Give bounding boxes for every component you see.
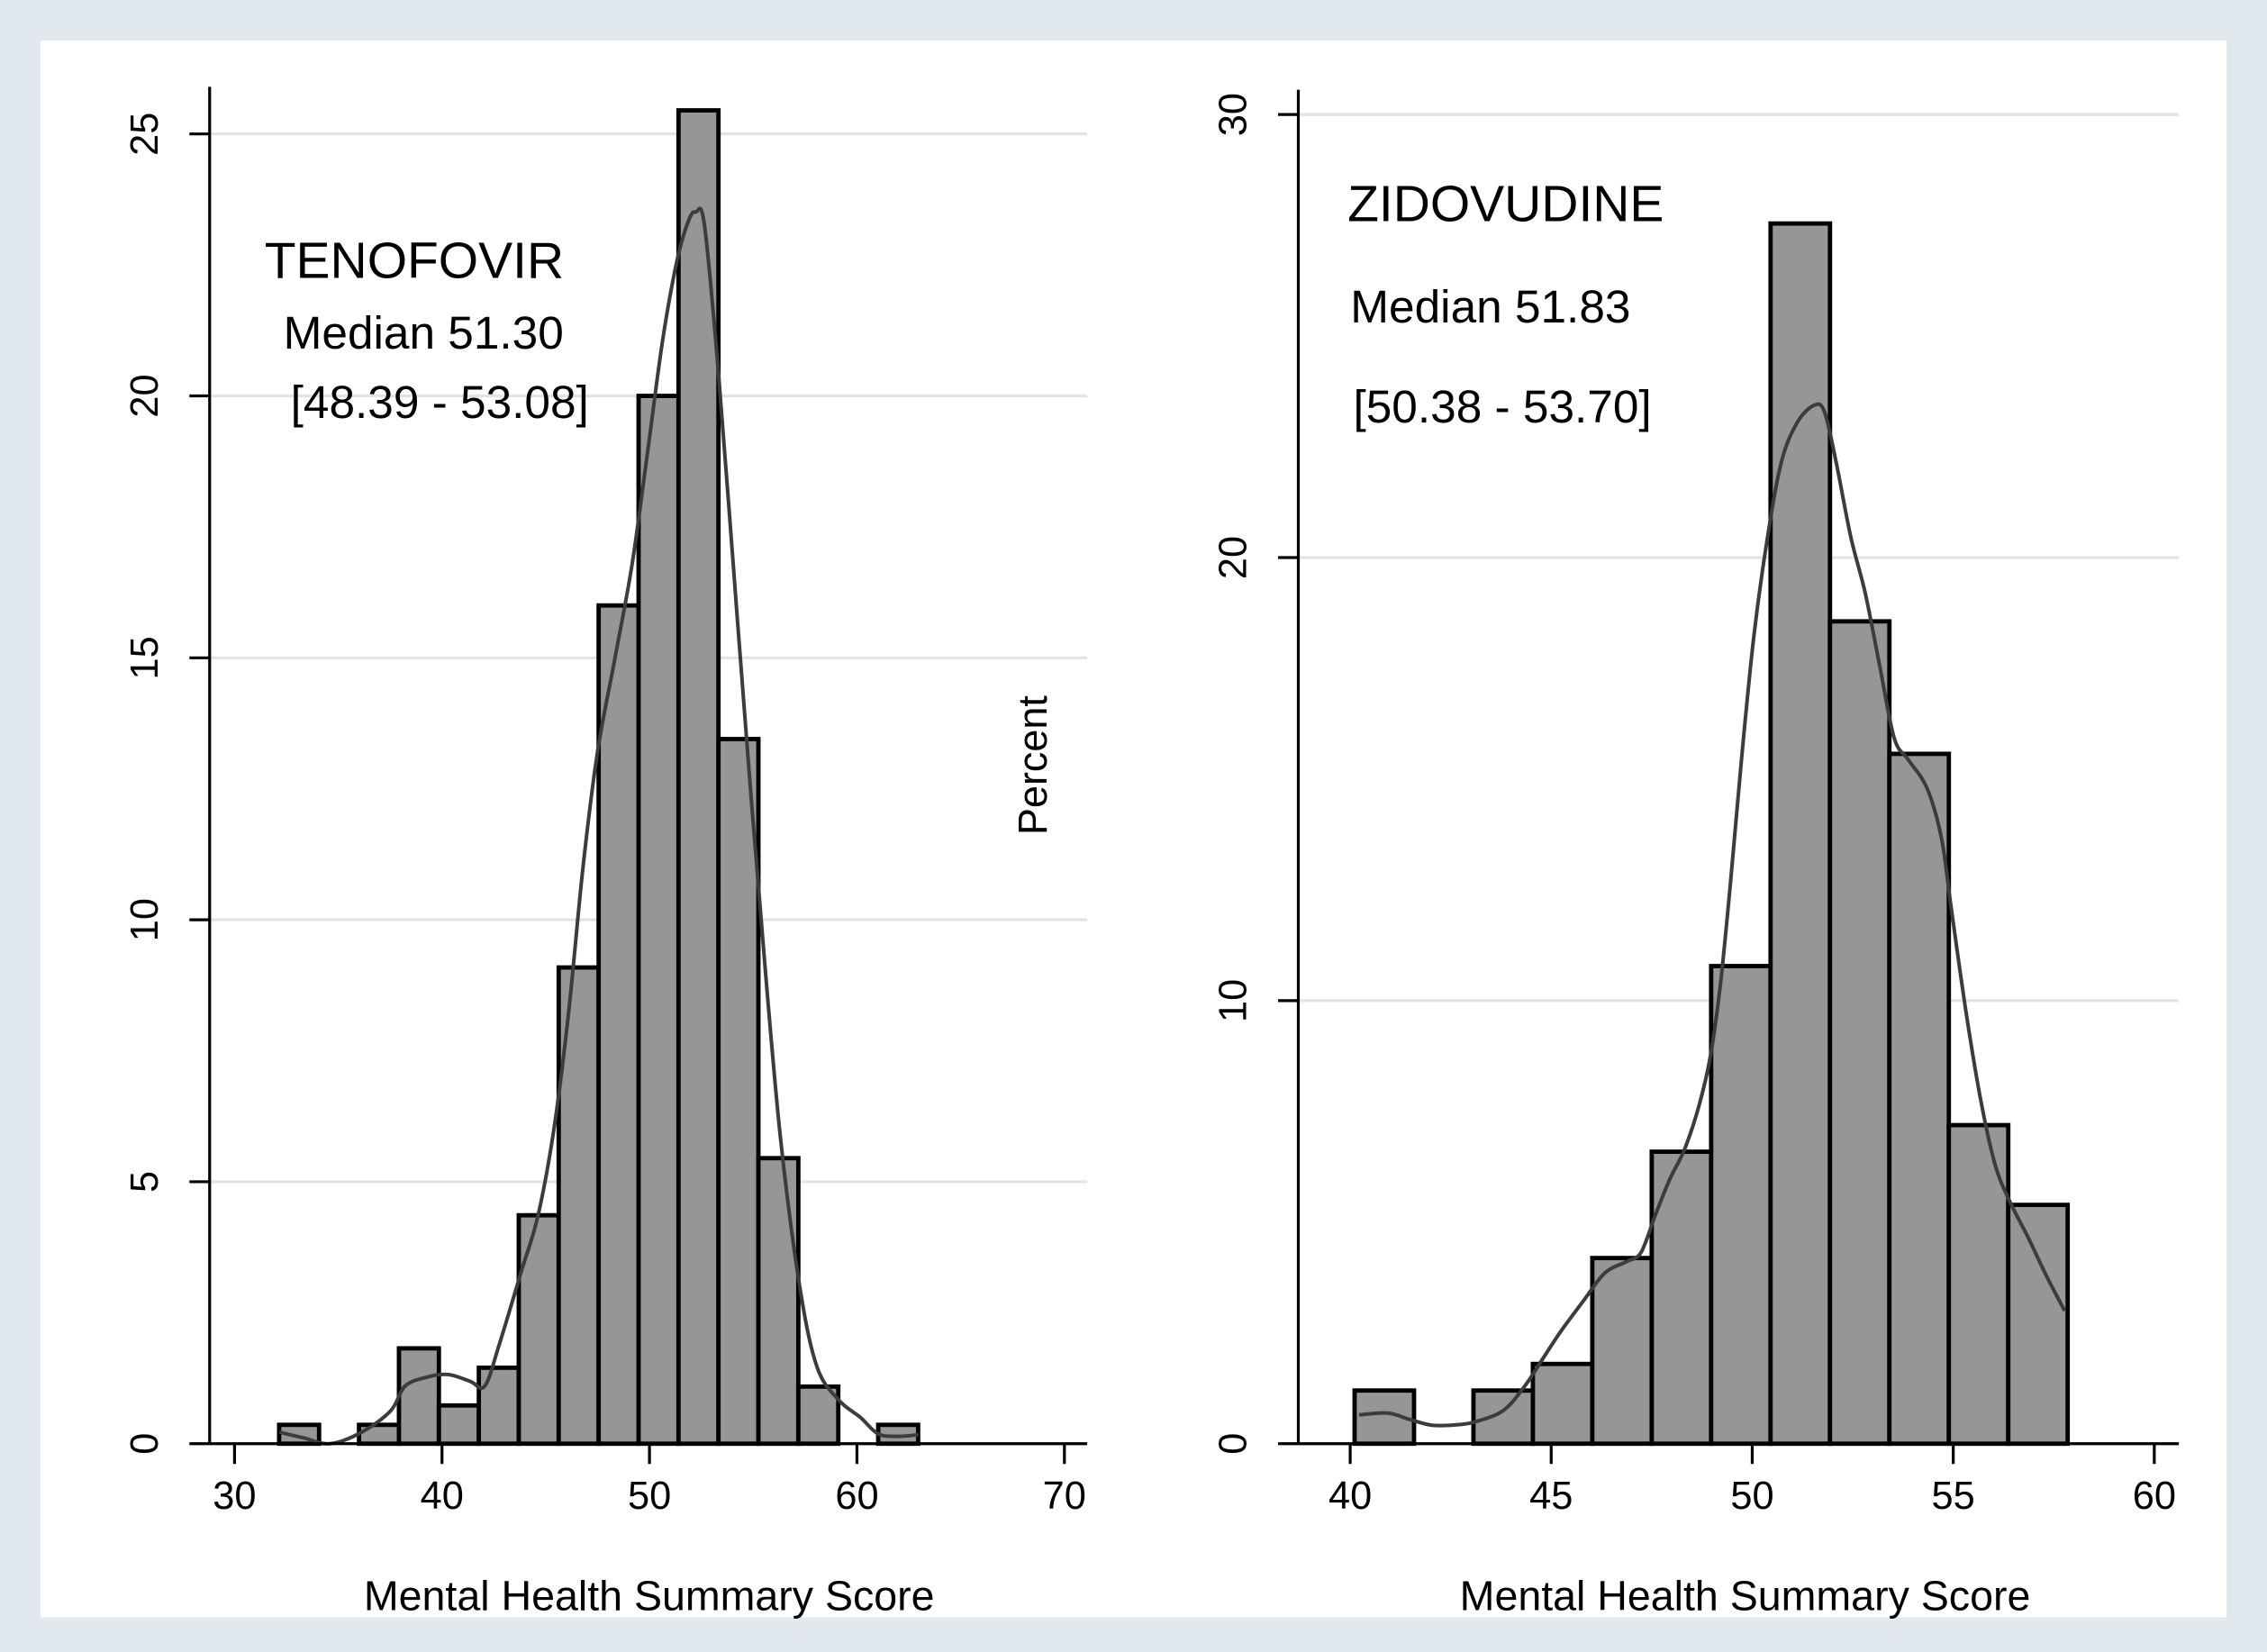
tenofovir-plot: 0 5 10 15 20 25 30 40 50 60 70 bbox=[123, 86, 1088, 1518]
tenofovir-bar-9 bbox=[596, 603, 641, 1447]
tenofovir-bar-7 bbox=[516, 1212, 561, 1447]
zidovudine-x-axis-title: Mental Health Summary Score bbox=[1460, 1572, 2031, 1619]
zidovudine-iqr-annotation: [50.38 - 53.70] bbox=[1353, 380, 1651, 432]
zidovudine-title: ZIDOVUDINE bbox=[1347, 176, 1664, 233]
zidovudine-plot: 0 10 20 30 40 45 50 55 60 bbox=[1212, 89, 2180, 1518]
zidovudine-bar-9 bbox=[1827, 619, 1892, 1447]
tenofovir-x-tick-label: 30 bbox=[213, 1475, 256, 1518]
zidovudine-bar-7 bbox=[1709, 964, 1773, 1447]
tenofovir-bar-4 bbox=[396, 1346, 441, 1447]
tenofovir-y-tick-label: 15 bbox=[123, 636, 167, 679]
zidovudine-y-tick-label: 10 bbox=[1212, 979, 1256, 1022]
zidovudine-bar-4 bbox=[1530, 1361, 1595, 1447]
zidovudine-bar-5 bbox=[1590, 1256, 1655, 1447]
zidovudine-panel: 0 10 20 30 40 45 50 55 60 ZIDOVUDINE Median 51.8… bbox=[1212, 89, 2180, 1619]
tenofovir-y-tick-label: 25 bbox=[123, 113, 167, 156]
zidovudine-x-tick-label: 55 bbox=[1932, 1475, 1975, 1518]
tenofovir-bar-3 bbox=[357, 1422, 402, 1447]
tenofovir-bar-12 bbox=[716, 737, 761, 1447]
zidovudine-x-tick-label: 45 bbox=[1529, 1475, 1573, 1518]
tenofovir-x-tick-label: 50 bbox=[628, 1475, 671, 1518]
zidovudine-median-annotation: Median 51.83 bbox=[1350, 280, 1630, 332]
zidovudine-bar-3 bbox=[1471, 1388, 1536, 1447]
zidovudine-y-tick-label: 0 bbox=[1212, 1433, 1256, 1455]
tenofovir-iqr-annotation: [48.39 - 53.08] bbox=[291, 376, 589, 428]
zidovudine-bar-12 bbox=[2006, 1203, 2071, 1447]
tenofovir-bar-11 bbox=[676, 108, 721, 1447]
zidovudine-y-tick-label: 20 bbox=[1212, 536, 1256, 579]
zidovudine-x-tick-label: 50 bbox=[1730, 1475, 1773, 1518]
tenofovir-median-annotation: Median 51.30 bbox=[284, 306, 564, 359]
tenofovir-x-tick-label: 70 bbox=[1043, 1475, 1086, 1518]
tenofovir-x-axis-title: Mental Health Summary Score bbox=[364, 1572, 935, 1619]
zidovudine-bar-10 bbox=[1887, 751, 1952, 1447]
zidovudine-y-tick-label: 30 bbox=[1212, 93, 1256, 136]
tenofovir-density-curve bbox=[278, 206, 919, 1446]
y-axis-title: Percent bbox=[1010, 695, 1056, 835]
tenofovir-bar-10 bbox=[636, 394, 681, 1447]
tenofovir-x-tick-label: 60 bbox=[835, 1475, 878, 1518]
zidovudine-x-tick-label: 40 bbox=[1328, 1475, 1372, 1518]
tenofovir-y-tick-label: 10 bbox=[123, 898, 167, 941]
tenofovir-title: TENOFOVIR bbox=[265, 231, 564, 289]
zidovudine-bar-6 bbox=[1649, 1149, 1714, 1447]
zidovudine-density-curve bbox=[1358, 402, 2067, 1428]
tenofovir-bar-6 bbox=[476, 1365, 521, 1447]
tenofovir-y-tick-label: 0 bbox=[123, 1433, 167, 1455]
tenofovir-y-tick-label: 20 bbox=[123, 374, 167, 417]
zidovudine-x-tick-label: 60 bbox=[2133, 1475, 2176, 1518]
tenofovir-bar-5 bbox=[436, 1402, 482, 1447]
tenofovir-y-tick-label: 5 bbox=[123, 1171, 167, 1193]
tenofovir-bar-13 bbox=[756, 1156, 801, 1447]
tenofovir-panel: 0 5 10 15 20 25 30 40 50 60 70 TENOFOVIR Median 51… bbox=[123, 86, 1088, 1619]
tenofovir-x-tick-label: 40 bbox=[421, 1475, 464, 1518]
